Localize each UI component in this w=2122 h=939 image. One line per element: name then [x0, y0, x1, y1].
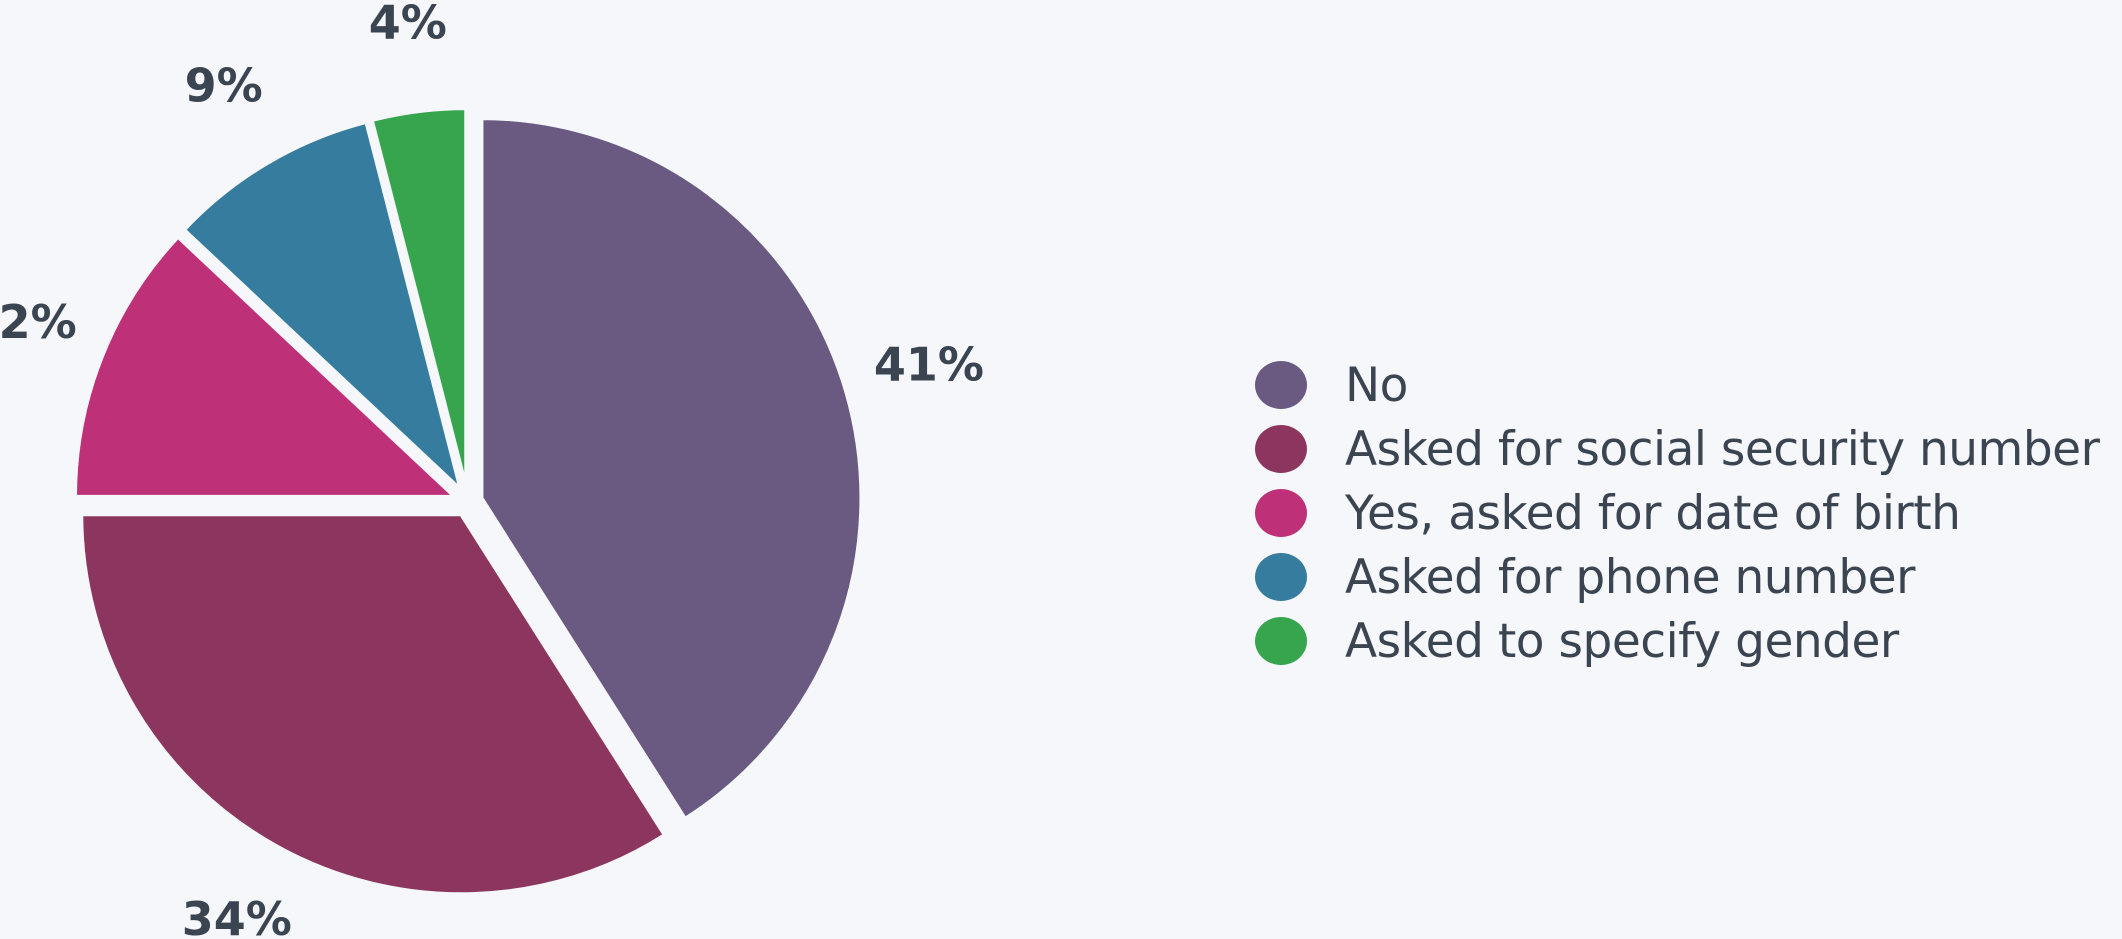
- slice-value-label-social-security-number: 34%: [182, 892, 292, 939]
- slice-value-label-no: 41%: [874, 338, 984, 392]
- legend-label-date-of-birth: Yes, asked for date of birth: [1345, 485, 1961, 541]
- legend-item-date-of-birth: Yes, asked for date of birth: [1255, 481, 2115, 545]
- legend-swatch-social-security-number: [1255, 425, 1307, 473]
- legend-swatch-phone-number: [1255, 553, 1307, 601]
- legend-item-social-security-number: Asked for social security number: [1255, 417, 2115, 481]
- legend-item-no: No: [1255, 353, 2115, 417]
- legend-label-gender: Asked to specify gender: [1345, 613, 1899, 669]
- slice-value-label-gender: 4%: [369, 0, 447, 49]
- pie-slice-date-of-birth: [72, 234, 457, 499]
- pie-slice-no: [479, 116, 864, 821]
- pie-slice-social-security-number: [79, 512, 667, 897]
- legend: No Asked for social security number Yes,…: [1255, 353, 2115, 673]
- pie-slice-phone-number: [181, 119, 463, 492]
- legend-label-phone-number: Asked for phone number: [1345, 549, 1915, 605]
- legend-item-phone-number: Asked for phone number: [1255, 545, 2115, 609]
- legend-label-social-security-number: Asked for social security number: [1345, 421, 2100, 477]
- legend-swatch-gender: [1255, 617, 1307, 665]
- legend-item-gender: Asked to specify gender: [1255, 609, 2115, 673]
- slice-value-label-date-of-birth: 12%: [0, 295, 77, 349]
- legend-label-no: No: [1345, 357, 1408, 413]
- legend-swatch-date-of-birth: [1255, 489, 1307, 537]
- slice-value-label-phone-number: 9%: [185, 58, 263, 112]
- pie-slice-gender: [369, 106, 469, 491]
- legend-swatch-no: [1255, 361, 1307, 409]
